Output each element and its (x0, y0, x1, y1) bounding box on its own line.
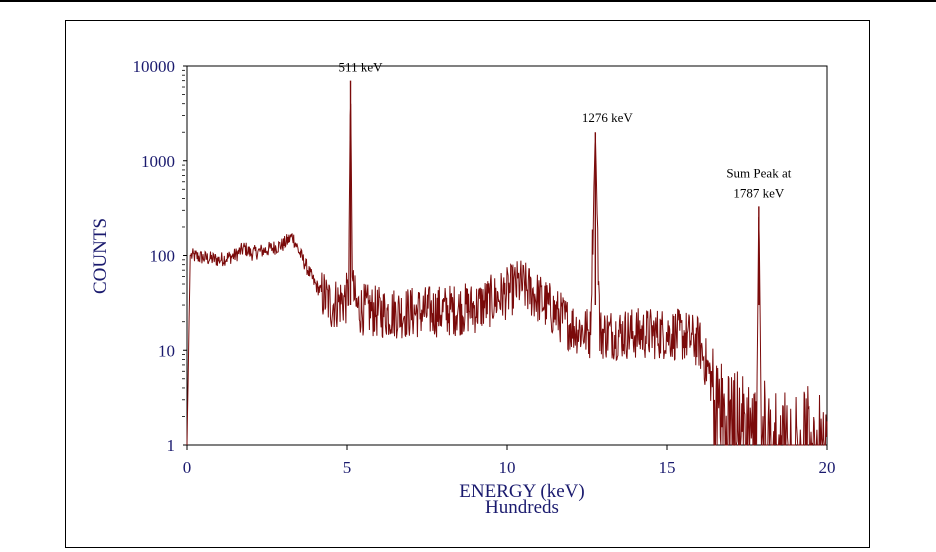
y-tick-labels: 1 10 100 1000 10000 (133, 57, 176, 455)
y-tick-label: 1000 (141, 152, 175, 171)
x-tick-label: 10 (499, 458, 516, 477)
y-tick-label: 10 (158, 341, 175, 360)
y-tick-label: 10000 (133, 57, 176, 76)
peak-annotations: 511 keV 1276 keV Sum Peak at 1787 keV (339, 60, 792, 201)
top-rule (0, 0, 936, 2)
peak-annotation: 1276 keV (582, 110, 634, 125)
x-tick-label: 20 (819, 458, 836, 477)
y-axis-title: COUNTS (90, 218, 111, 294)
axis-ticks (182, 65, 828, 450)
spectrum-series-line (186, 103, 828, 446)
x-tick-labels: 0 5 10 15 20 (183, 458, 836, 477)
chart-frame (65, 20, 870, 548)
x-axis-subtitle: Hundreds (485, 497, 559, 518)
y-tick-label: 1 (167, 436, 176, 455)
x-tick-label: 0 (183, 458, 192, 477)
peak-annotation: 1787 keV (733, 185, 785, 200)
x-tick-label: 5 (343, 458, 352, 477)
y-tick-label: 100 (150, 247, 176, 266)
peak-annotation: Sum Peak at (726, 165, 791, 180)
x-axis-title: ENERGY (keV) (459, 481, 584, 502)
peak-annotation: 511 keV (339, 60, 384, 75)
x-tick-label: 15 (659, 458, 676, 477)
